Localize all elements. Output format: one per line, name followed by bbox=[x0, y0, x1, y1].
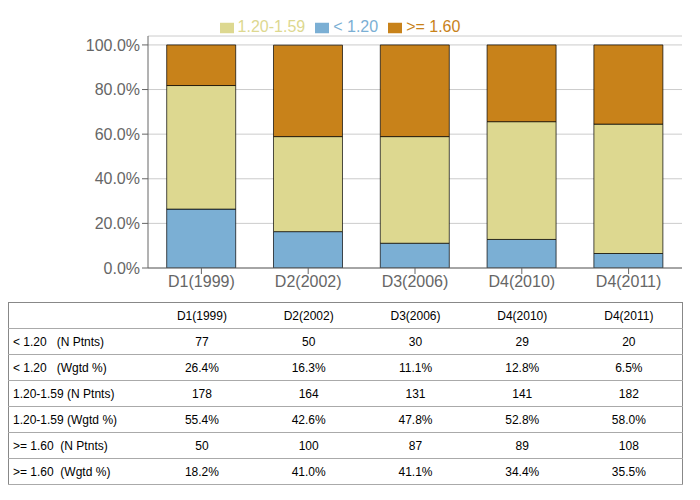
html-text:D1(1999): D1(1999) bbox=[176, 308, 227, 323]
html-text:141: 141 bbox=[512, 386, 533, 401]
html-text:D3(2006): D3(2006) bbox=[390, 308, 441, 323]
html-text:50: 50 bbox=[302, 334, 316, 349]
html-text:D4(2010): D4(2010) bbox=[497, 308, 548, 323]
svg-text:80.0%: 80.0% bbox=[95, 81, 140, 98]
html-text:35.5%: 35.5% bbox=[611, 464, 646, 479]
html-text:164: 164 bbox=[298, 386, 319, 401]
svg-text:D2(2002): D2(2002) bbox=[275, 273, 342, 290]
html-text:>= 1.60 (N Ptnts): >= 1.60 (N Ptnts) bbox=[13, 438, 108, 453]
html-text:34.4%: 34.4% bbox=[505, 464, 540, 479]
html-text:D4(2011): D4(2011) bbox=[604, 308, 654, 323]
html-text:1.20-1.59 (N Ptnts): 1.20-1.59 (N Ptnts) bbox=[13, 386, 115, 401]
html-text:178: 178 bbox=[191, 386, 212, 401]
html-text:< 1.20: < 1.20 bbox=[333, 18, 379, 35]
html-text:182: 182 bbox=[618, 386, 639, 401]
html-text:108: 108 bbox=[618, 438, 639, 453]
svg-text:40.0%: 40.0% bbox=[95, 170, 140, 187]
html-text:58.0%: 58.0% bbox=[611, 412, 646, 427]
html-text:131: 131 bbox=[405, 386, 426, 401]
svg-text:60.0%: 60.0% bbox=[95, 126, 140, 143]
html-text:26.4%: 26.4% bbox=[184, 360, 219, 375]
html-text:< 1.20 (N Ptnts): < 1.20 (N Ptnts) bbox=[13, 334, 104, 349]
html-text:20: 20 bbox=[622, 334, 636, 349]
svg-text:D4(2011): D4(2011) bbox=[596, 273, 662, 290]
html-text:D2(2002): D2(2002) bbox=[283, 308, 334, 323]
html-text:12.8%: 12.8% bbox=[505, 360, 540, 375]
html-text:100: 100 bbox=[298, 438, 319, 453]
svg-text:D4(2010): D4(2010) bbox=[488, 273, 555, 290]
html-text:41.1%: 41.1% bbox=[398, 464, 433, 479]
html-text:29: 29 bbox=[515, 334, 529, 349]
html-text:1.20-1.59 (Wgtd %): 1.20-1.59 (Wgtd %) bbox=[13, 412, 117, 427]
html-text:11.1%: 11.1% bbox=[398, 360, 433, 375]
html-text:55.4%: 55.4% bbox=[184, 412, 219, 427]
svg-text:100.0%: 100.0% bbox=[86, 37, 140, 54]
svg-text:0.0%: 0.0% bbox=[104, 260, 140, 277]
svg-text:D3(2006): D3(2006) bbox=[382, 273, 449, 290]
html-text:18.2%: 18.2% bbox=[184, 464, 219, 479]
html-text:30: 30 bbox=[408, 334, 423, 349]
html-text:< 1.20 (Wgtd %): < 1.20 (Wgtd %) bbox=[13, 360, 107, 375]
html-text:>= 1.60: >= 1.60 bbox=[406, 18, 461, 35]
html-text:42.6%: 42.6% bbox=[291, 412, 326, 427]
html-text:89: 89 bbox=[515, 438, 529, 453]
html-text:87: 87 bbox=[408, 438, 423, 453]
html-text:1.20-1.59: 1.20-1.59 bbox=[237, 18, 306, 35]
html-text:41.0%: 41.0% bbox=[291, 464, 326, 479]
html-text:50: 50 bbox=[195, 438, 209, 453]
html-text:>= 1.60 (Wgtd %): >= 1.60 (Wgtd %) bbox=[13, 464, 111, 479]
html-text:77: 77 bbox=[195, 334, 209, 349]
html-text:47.8%: 47.8% bbox=[398, 412, 433, 427]
html-text:6.5%: 6.5% bbox=[615, 360, 643, 375]
svg-text:20.0%: 20.0% bbox=[95, 215, 140, 232]
html-text:52.8%: 52.8% bbox=[505, 412, 540, 427]
html-text:16.3%: 16.3% bbox=[291, 360, 326, 375]
svg-text:D1(1999): D1(1999) bbox=[168, 273, 235, 290]
